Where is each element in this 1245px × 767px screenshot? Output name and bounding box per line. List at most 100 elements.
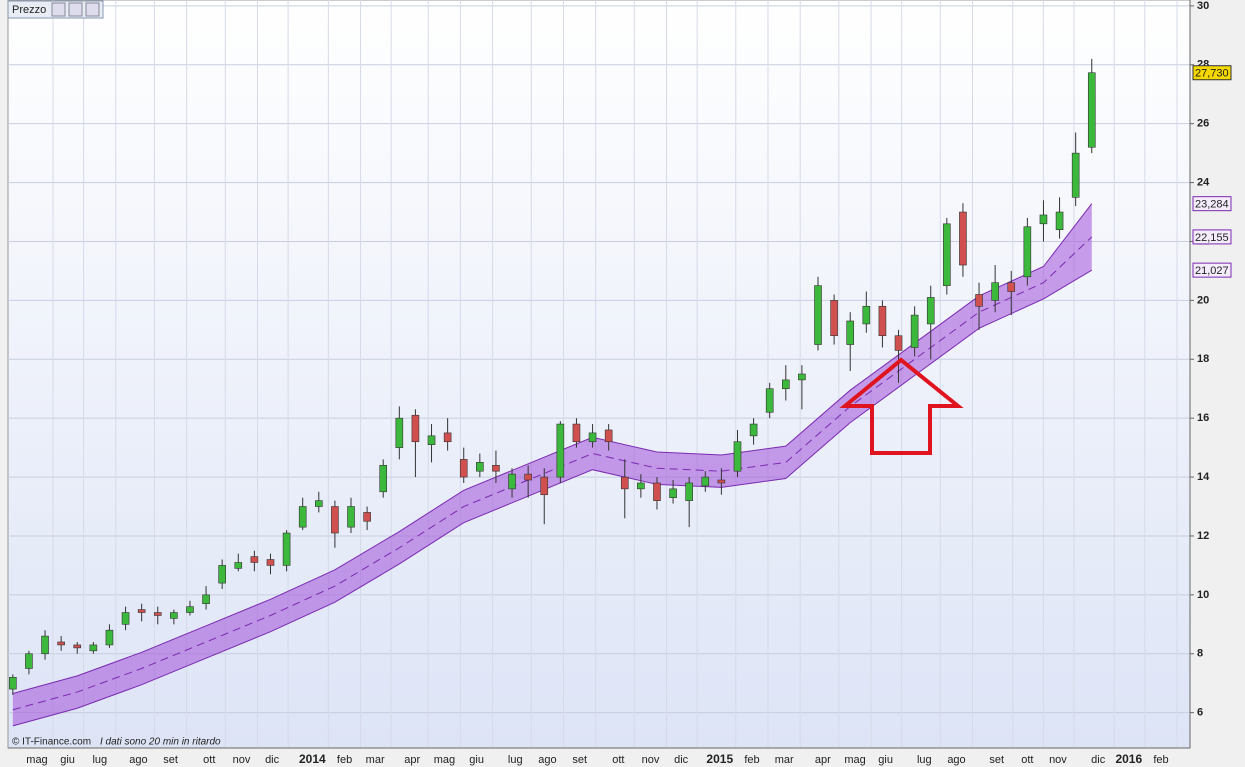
- candle-body: [105, 629, 114, 646]
- candle-body: [186, 606, 194, 613]
- candle-body: [298, 506, 307, 528]
- x-tick-label: set: [163, 754, 178, 766]
- candle-body: [782, 379, 790, 390]
- candle-body: [266, 559, 275, 566]
- arrow-annotation: [839, 357, 964, 455]
- legend-title: Prezzo: [12, 4, 46, 16]
- candle-body: [556, 423, 565, 478]
- candle-body: [379, 464, 388, 493]
- x-tick-label: nov: [642, 754, 660, 766]
- candle-body: [862, 305, 871, 325]
- x-tick-label: ago: [538, 754, 556, 766]
- candle-body: [1087, 72, 1096, 148]
- y-tick-label: 20: [1197, 294, 1209, 306]
- candle-body: [1055, 211, 1064, 231]
- last-value-box: [1192, 65, 1232, 81]
- last-value-box: [1192, 229, 1232, 245]
- candle-body: [653, 482, 661, 501]
- grid: [8, 0, 1190, 748]
- x-tick-label: nov: [233, 754, 251, 766]
- tool-icon[interactable]: [68, 2, 83, 17]
- candle-body: [669, 488, 677, 498]
- candle-body: [540, 476, 549, 496]
- x-tick-label: feb: [337, 754, 352, 766]
- candle-body: [830, 300, 838, 337]
- candle-body: [202, 594, 210, 605]
- x-tick-label: ott: [203, 754, 215, 766]
- candle-body: [959, 211, 967, 266]
- candle-body: [492, 464, 500, 472]
- x-tick-label: lug: [508, 754, 523, 766]
- y-tick-label: 6: [1197, 707, 1203, 719]
- x-tick-label: set: [572, 754, 587, 766]
- candle-body: [282, 532, 291, 566]
- candle-body: [685, 482, 693, 501]
- candle-body: [73, 644, 82, 649]
- candle-body: [57, 641, 65, 646]
- x-tick-label: dic: [1091, 754, 1106, 766]
- y-tick-label: 30: [1197, 0, 1209, 12]
- candle-body: [1039, 214, 1048, 225]
- marks: [9, 58, 1096, 727]
- candle-body: [910, 314, 919, 348]
- candle-body: [443, 432, 452, 443]
- x-tick-label: 2016: [1115, 752, 1142, 766]
- x-tick-label: 2015: [706, 752, 733, 766]
- x-tick-label: mar: [775, 754, 794, 766]
- candle-body: [395, 417, 404, 448]
- candle-body: [878, 305, 887, 337]
- candle-body: [524, 473, 532, 481]
- candle-body: [250, 556, 259, 563]
- x-tick-label: lug: [92, 754, 107, 766]
- x-tick-label: nov: [1049, 754, 1067, 766]
- candle-body: [701, 476, 710, 487]
- x-tick-label: giu: [878, 754, 893, 766]
- x-tick-label: mag: [844, 754, 865, 766]
- candle-body: [733, 441, 742, 472]
- candle-body: [459, 459, 468, 478]
- candle-body: [620, 476, 629, 490]
- last-value-label: 21,027: [1195, 265, 1229, 277]
- x-tick-label: ott: [612, 754, 624, 766]
- tool-icon[interactable]: [85, 2, 100, 17]
- x-tick-label: giu: [469, 754, 484, 766]
- footer-note: I dati sono 20 min in ritardo: [100, 737, 221, 748]
- candle-body: [943, 223, 951, 286]
- candle-body: [926, 297, 935, 325]
- x-tick-label: ott: [1021, 754, 1033, 766]
- candle-body: [9, 677, 17, 690]
- x-tick-label: feb: [1153, 754, 1168, 766]
- x-tick-label: dic: [674, 754, 689, 766]
- x-tick-label: mag: [26, 754, 47, 766]
- x-tick-label: apr: [404, 754, 420, 766]
- candle-body: [363, 512, 371, 522]
- candle-body: [218, 565, 226, 584]
- candle-body: [604, 429, 613, 443]
- x-tick-label: apr: [815, 754, 831, 766]
- candle-body: [347, 506, 355, 528]
- x-tick-label: 2014: [299, 752, 326, 766]
- x-tick-label: ago: [129, 754, 147, 766]
- last-value-label: 22,155: [1195, 232, 1229, 244]
- candle-body: [846, 320, 855, 345]
- candle-body: [476, 462, 484, 472]
- last-value-box: [1192, 196, 1232, 212]
- candle-body: [1007, 282, 1016, 292]
- candle-body: [411, 414, 420, 443]
- y-tick-label: 10: [1197, 589, 1209, 601]
- candle-body: [1023, 226, 1032, 278]
- candle-body: [137, 609, 146, 613]
- x-tick-label: feb: [744, 754, 759, 766]
- candle-body: [41, 635, 49, 655]
- last-value-label: 27,730: [1195, 68, 1229, 80]
- last-value-label: 23,284: [1195, 199, 1229, 211]
- tool-icon[interactable]: [51, 2, 66, 17]
- axes: 681012141618202224262830maggiulugagoseto…: [8, 0, 1232, 766]
- x-tick-label: dic: [265, 754, 280, 766]
- candle-body: [508, 473, 516, 490]
- band-fill: [12, 203, 1092, 726]
- y-tick-label: 12: [1197, 530, 1209, 542]
- candle-body: [717, 479, 726, 484]
